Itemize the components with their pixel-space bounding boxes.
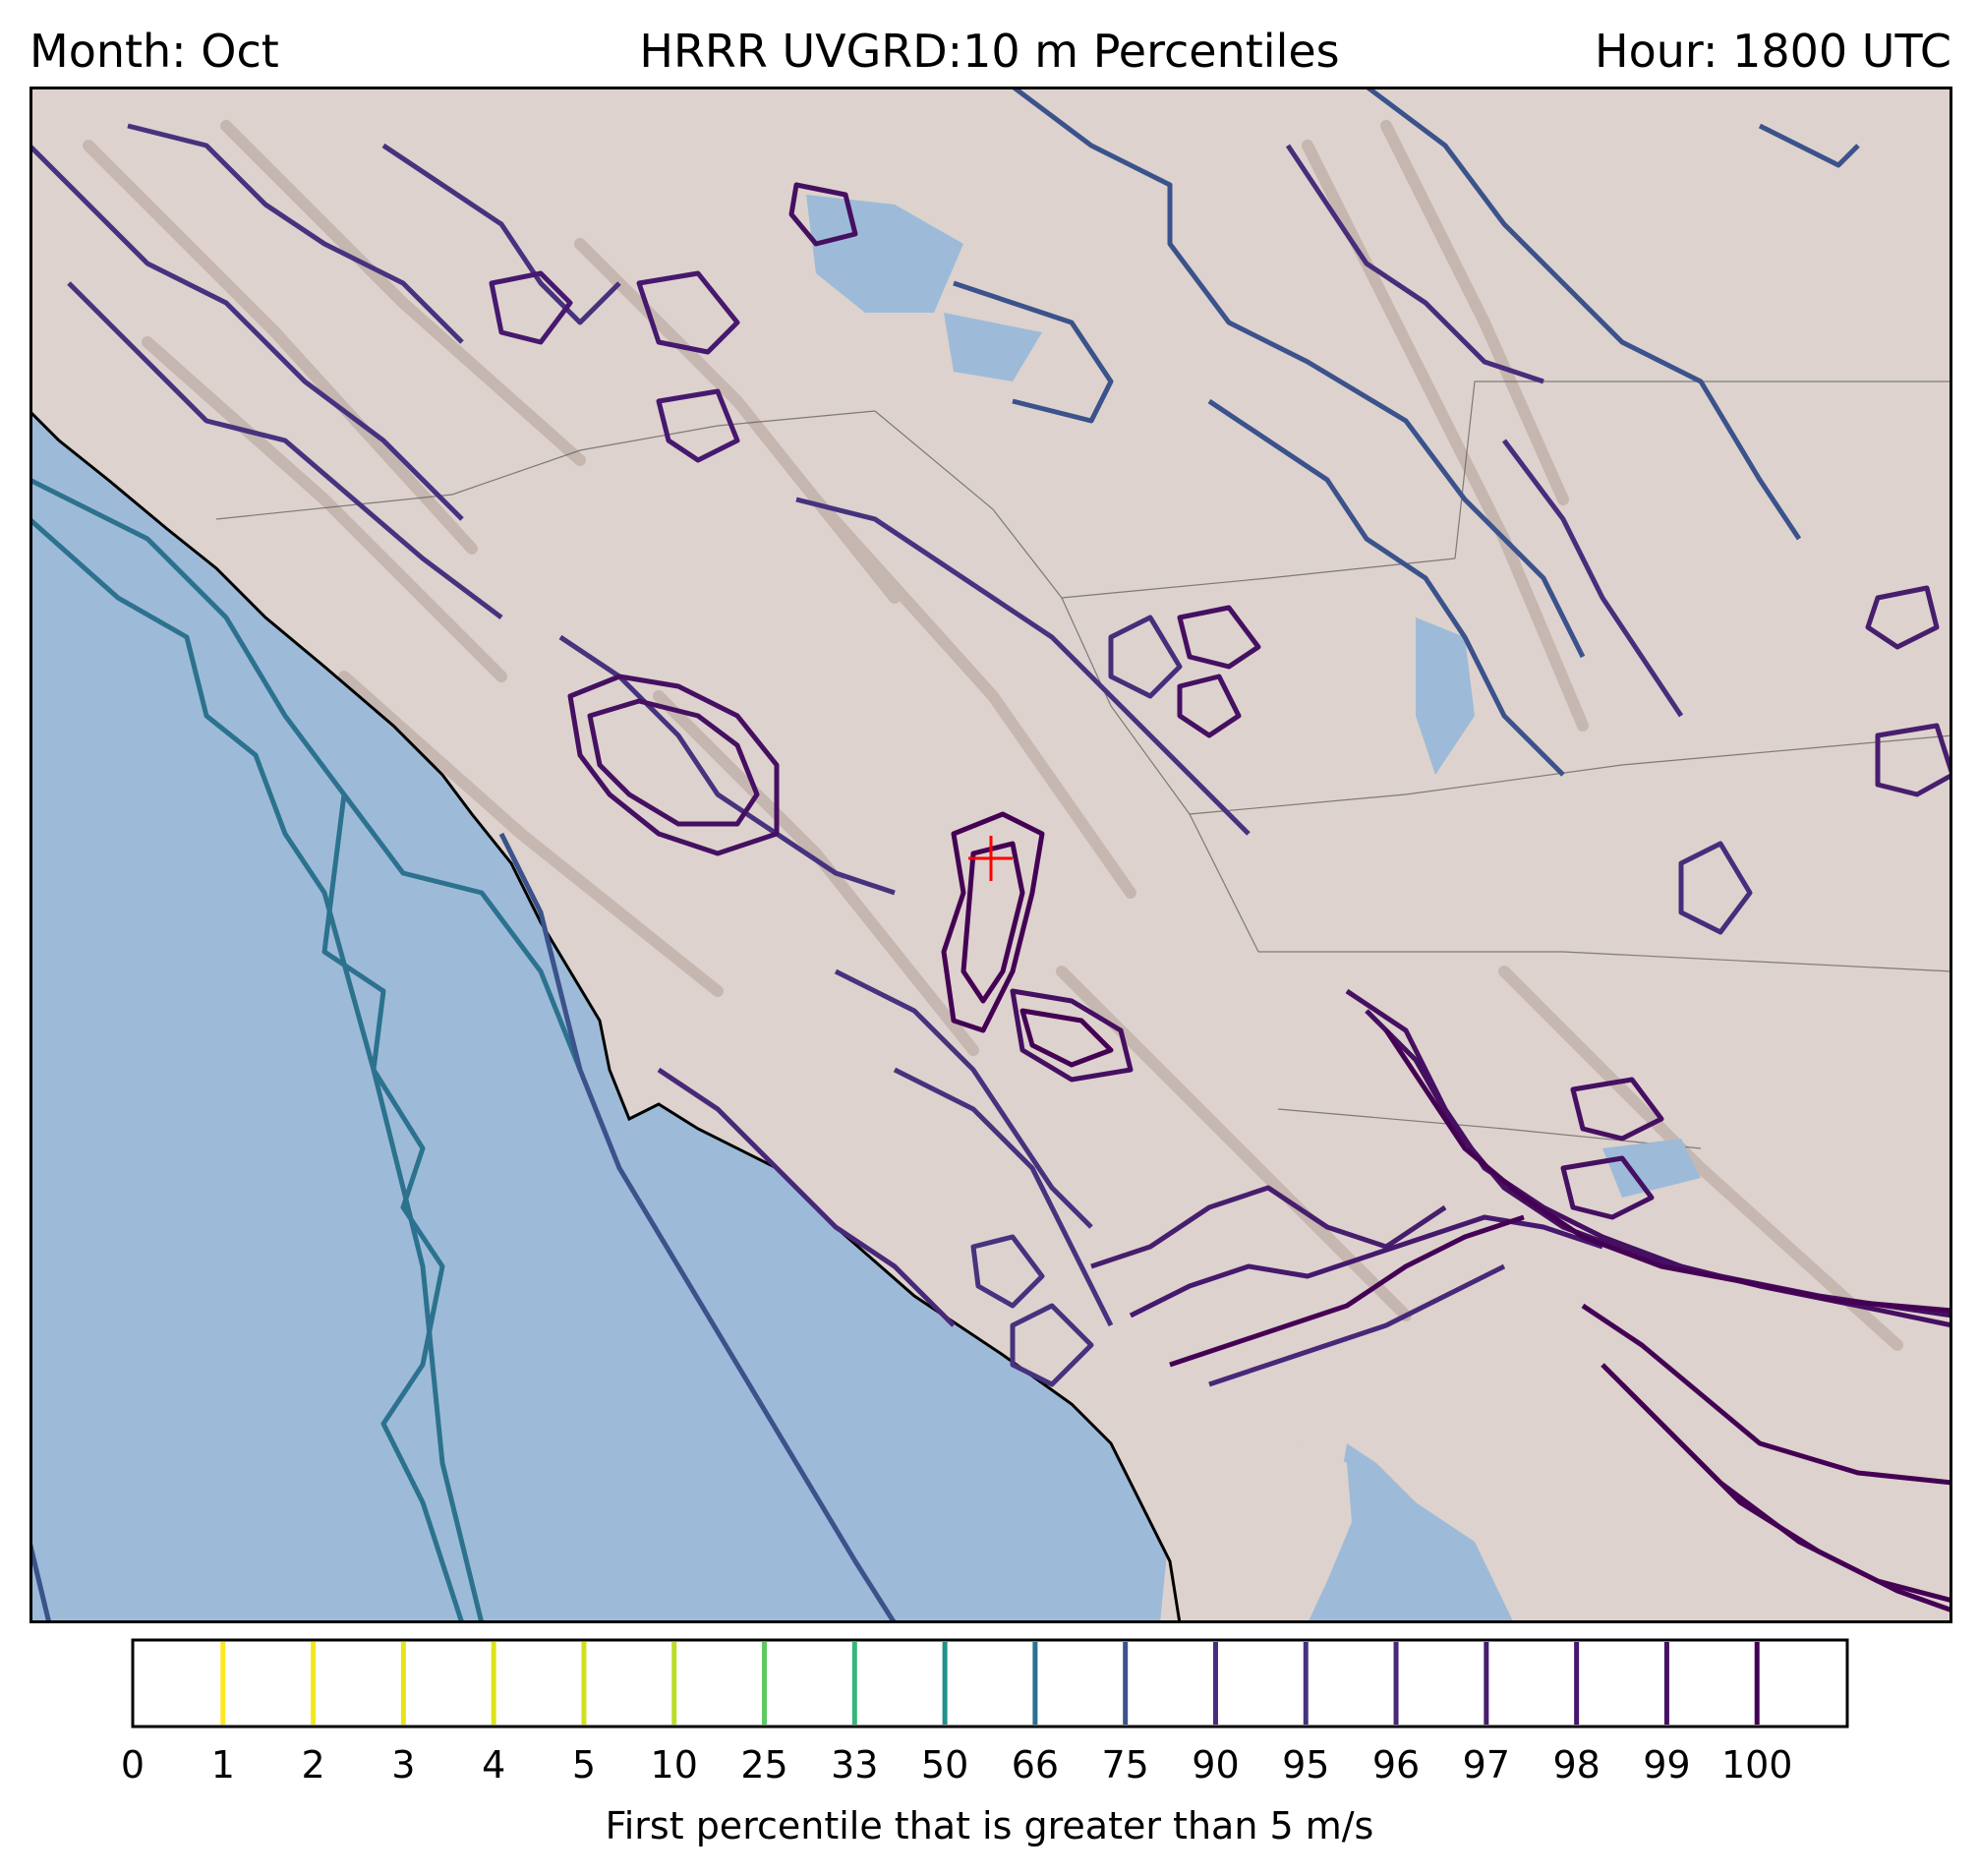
contour-line	[1560, 1155, 1655, 1220]
contour-line	[1207, 398, 1565, 777]
contour-line	[1285, 144, 1544, 384]
map-title: HRRR UVGRD:10 m Percentiles	[639, 25, 1340, 78]
month-label: Month: Oct	[29, 25, 279, 78]
contour-line	[587, 698, 760, 827]
colorbar-tick-97: 97	[1463, 1743, 1510, 1787]
contour-line	[1177, 674, 1242, 738]
colorbar-tick-100: 100	[1721, 1743, 1793, 1787]
contour-line	[1678, 841, 1753, 935]
contour-line	[127, 123, 464, 344]
colorbar-level-lines	[220, 1642, 1760, 1725]
contour-line	[893, 1067, 1114, 1327]
contour-line	[1010, 988, 1134, 1083]
colorbar-tick-75: 75	[1102, 1743, 1149, 1787]
hour-label: Hour: 1800 UTC	[1595, 25, 1951, 78]
contour-line	[67, 281, 503, 619]
state-borders	[215, 381, 1952, 1149]
contour-line	[656, 388, 740, 463]
plus-marker-icon	[968, 836, 1013, 881]
contour-line	[1865, 585, 1940, 650]
contour-line	[498, 832, 898, 1623]
contour-line	[1620, 1382, 1952, 1613]
contour-line	[795, 497, 1251, 836]
colorbar-tick-25: 25	[740, 1743, 787, 1787]
colorbar-tick-1: 1	[211, 1743, 235, 1787]
lakes	[806, 195, 1701, 1198]
contour-line	[29, 1541, 52, 1623]
land-area-peninsula	[1160, 1443, 1352, 1623]
colorbar-tick-66: 66	[1012, 1743, 1059, 1787]
contour-line	[953, 280, 1114, 424]
contour-line	[834, 968, 1093, 1229]
contour-line	[970, 1234, 1045, 1309]
contour-line	[1581, 1303, 1952, 1486]
colorbar-tick-96: 96	[1372, 1743, 1420, 1787]
contour-line	[1208, 1263, 1506, 1387]
contour-line	[489, 270, 573, 345]
contour-line	[1177, 605, 1261, 670]
colorbar-tick-98: 98	[1552, 1743, 1600, 1787]
colorbar-tick-0: 0	[121, 1743, 145, 1787]
contour-line	[1169, 1214, 1525, 1368]
colorbar-tick-90: 90	[1192, 1743, 1239, 1787]
contour-line	[657, 1067, 956, 1327]
contour-line	[960, 841, 1025, 1004]
contour-line	[1019, 1008, 1114, 1068]
colorbar-tick-10: 10	[651, 1743, 698, 1787]
colorbar-box	[131, 1638, 1849, 1729]
colorbar-tick-33: 33	[831, 1743, 878, 1787]
contour-line	[29, 144, 464, 521]
contour-line	[941, 811, 1045, 1033]
map-panel	[29, 87, 1952, 1623]
contour-line	[1129, 1214, 1603, 1319]
colorbar-tick-5: 5	[572, 1743, 596, 1787]
contour-line	[1011, 87, 1586, 659]
contour-line	[1570, 1077, 1664, 1142]
colorbar-tick-2: 2	[301, 1743, 324, 1787]
percentile-contours	[29, 87, 1952, 1623]
contour-line	[1365, 87, 1802, 541]
colorbar-tick-3: 3	[391, 1743, 415, 1787]
colorbar-tick-99: 99	[1643, 1743, 1690, 1787]
colorbar-label: First percentile that is greater than 5 …	[605, 1804, 1374, 1847]
colorbar-tick-50: 50	[921, 1743, 968, 1787]
contour-line	[1383, 1028, 1952, 1314]
contour-line	[1090, 1185, 1447, 1269]
contour-line	[1758, 123, 1860, 168]
coastline	[29, 409, 1182, 1623]
colorbar-tick-labels: 0 1 2 3 4 5 10 25 33 50 66 75 90 95 96 97 98 99 100	[121, 1743, 1793, 1787]
contour-line	[1108, 615, 1183, 699]
contour-line	[567, 674, 780, 856]
contour-line	[1010, 1303, 1094, 1387]
colorbar: 0 1 2 3 4 5 10 25 33 50 66 75 90 95 96 97 98 99 100	[121, 1638, 1849, 1787]
colorbar-tick-4: 4	[482, 1743, 505, 1787]
colorbar-tick-95: 95	[1282, 1743, 1329, 1787]
contour-line	[788, 182, 858, 247]
terrain-shading	[83, 120, 1903, 1351]
contour-line	[381, 143, 621, 325]
contour-line	[636, 270, 740, 355]
contour-line	[1502, 439, 1684, 718]
contour-line	[321, 793, 465, 1623]
map-border	[29, 87, 1952, 1623]
contour-line	[1875, 723, 1952, 797]
